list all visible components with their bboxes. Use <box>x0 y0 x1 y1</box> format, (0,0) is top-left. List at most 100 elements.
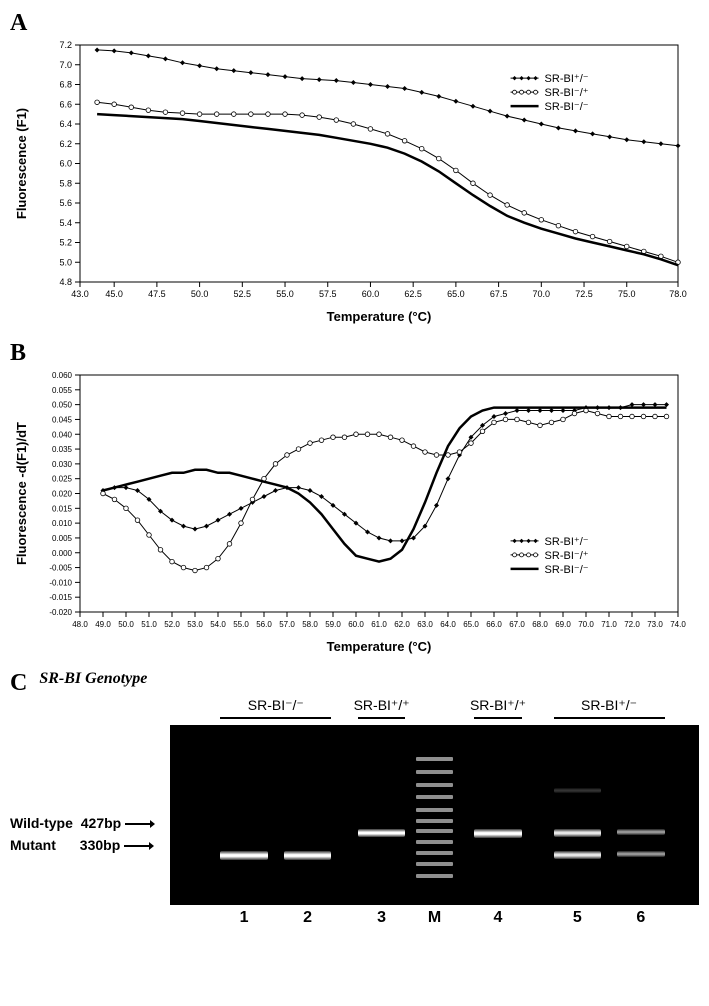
lane-label: 1 <box>240 909 249 927</box>
svg-text:50.0: 50.0 <box>191 289 209 299</box>
lane-label: 6 <box>636 909 645 927</box>
gel-group-label: SR-BI⁺/⁺ <box>354 697 410 714</box>
svg-text:51.0: 51.0 <box>141 620 157 629</box>
svg-text:70.0: 70.0 <box>533 289 551 299</box>
svg-text:5.4: 5.4 <box>59 218 72 228</box>
svg-text:0.050: 0.050 <box>52 401 73 410</box>
gel-image: 123M456 <box>170 725 699 905</box>
svg-text:5.0: 5.0 <box>59 257 72 267</box>
svg-text:0.060: 0.060 <box>52 371 73 380</box>
svg-text:SR-BI⁻/⁺: SR-BI⁻/⁺ <box>545 550 589 562</box>
wild-type-label: Wild-type 427bp <box>10 815 155 832</box>
svg-text:0.040: 0.040 <box>52 430 73 439</box>
svg-text:-0.005: -0.005 <box>49 564 72 573</box>
svg-text:Temperature (°C): Temperature (°C) <box>327 639 432 654</box>
svg-text:0.055: 0.055 <box>52 386 73 395</box>
svg-text:0.005: 0.005 <box>52 534 73 543</box>
svg-text:-0.015: -0.015 <box>49 593 72 602</box>
svg-text:53.0: 53.0 <box>187 620 203 629</box>
panel-c-title: SR-BI Genotype <box>39 670 147 688</box>
gel-group-label: SR-BI⁺/⁺ <box>470 697 526 714</box>
svg-text:71.0: 71.0 <box>601 620 617 629</box>
chart-a-svg: 4.85.05.25.45.65.86.06.26.46.66.87.07.24… <box>10 37 690 327</box>
svg-text:59.0: 59.0 <box>325 620 341 629</box>
svg-text:58.0: 58.0 <box>302 620 318 629</box>
arrow-icon <box>124 841 154 851</box>
svg-text:48.0: 48.0 <box>72 620 88 629</box>
gel-group-label: SR-BI⁺/⁻ <box>581 697 637 714</box>
svg-text:0.020: 0.020 <box>52 490 73 499</box>
svg-text:69.0: 69.0 <box>555 620 571 629</box>
chart-b-svg: -0.020 -0.015 -0.010 -0.005 0.000 0.005 0.010 0… <box>10 367 690 657</box>
svg-text:52.5: 52.5 <box>234 289 252 299</box>
svg-text:67.5: 67.5 <box>490 289 508 299</box>
svg-text:7.0: 7.0 <box>59 60 72 70</box>
svg-text:Fluorescence (F1): Fluorescence (F1) <box>14 108 29 219</box>
svg-text:52.0: 52.0 <box>164 620 180 629</box>
svg-text:5.2: 5.2 <box>59 238 72 248</box>
mutant-label: Mutant 330bp <box>10 837 154 854</box>
svg-text:Temperature (°C): Temperature (°C) <box>327 309 432 324</box>
lane-label: 5 <box>573 909 582 927</box>
svg-text:67.0: 67.0 <box>509 620 525 629</box>
svg-text:70.0: 70.0 <box>578 620 594 629</box>
svg-text:6.2: 6.2 <box>59 139 72 149</box>
svg-text:6.4: 6.4 <box>59 119 72 129</box>
gel-header: SR-BI⁻/⁻ SR-BI⁺/⁺ SR-BI⁺/⁺ SR-BI⁺/⁻ <box>170 697 699 725</box>
svg-text:73.0: 73.0 <box>647 620 663 629</box>
svg-text:60.0: 60.0 <box>348 620 364 629</box>
svg-text:-0.020: -0.020 <box>49 608 72 617</box>
arrow-icon <box>125 819 155 829</box>
panel-b-label: B <box>10 340 26 366</box>
lane-label: 2 <box>303 909 312 927</box>
gel-group-label: SR-BI⁻/⁻ <box>248 697 304 714</box>
panel-c: C SR-BI Genotype Wild-type 427bp Mutant … <box>10 670 699 931</box>
svg-text:-0.010: -0.010 <box>49 578 72 587</box>
svg-text:56.0: 56.0 <box>256 620 272 629</box>
lane-label: M <box>428 909 441 927</box>
svg-text:5.6: 5.6 <box>59 198 72 208</box>
svg-text:72.5: 72.5 <box>575 289 593 299</box>
svg-text:Fluorescence -d(F1)/dT: Fluorescence -d(F1)/dT <box>14 422 29 565</box>
svg-text:SR-BI⁺/⁻: SR-BI⁺/⁻ <box>545 536 589 548</box>
svg-text:4.8: 4.8 <box>59 277 72 287</box>
svg-text:43.0: 43.0 <box>71 289 89 299</box>
svg-text:0.025: 0.025 <box>52 475 73 484</box>
svg-text:61.0: 61.0 <box>371 620 387 629</box>
svg-text:0.015: 0.015 <box>52 504 73 513</box>
svg-text:64.0: 64.0 <box>440 620 456 629</box>
svg-text:55.0: 55.0 <box>233 620 249 629</box>
svg-text:57.5: 57.5 <box>319 289 337 299</box>
svg-text:6.6: 6.6 <box>59 99 72 109</box>
svg-text:6.8: 6.8 <box>59 80 72 90</box>
svg-text:7.2: 7.2 <box>59 40 72 50</box>
svg-text:0.010: 0.010 <box>52 519 73 528</box>
panel-b: B -0.020 -0.015 -0.010 -0.005 0.000 0.005 0.01… <box>10 340 699 662</box>
svg-text:0.045: 0.045 <box>52 415 73 424</box>
svg-text:57.0: 57.0 <box>279 620 295 629</box>
svg-text:63.0: 63.0 <box>417 620 433 629</box>
svg-text:SR-BI⁺/⁻: SR-BI⁺/⁻ <box>545 73 589 85</box>
svg-text:0.000: 0.000 <box>52 549 73 558</box>
lane-label: 4 <box>494 909 503 927</box>
svg-text:65.0: 65.0 <box>463 620 479 629</box>
svg-text:66.0: 66.0 <box>486 620 502 629</box>
svg-text:74.0: 74.0 <box>670 620 686 629</box>
panel-a-label: A <box>10 10 27 36</box>
svg-text:SR-BI⁻/⁻: SR-BI⁻/⁻ <box>545 101 589 113</box>
svg-text:54.0: 54.0 <box>210 620 226 629</box>
svg-text:49.0: 49.0 <box>95 620 111 629</box>
svg-text:55.0: 55.0 <box>276 289 294 299</box>
svg-text:SR-BI⁻/⁺: SR-BI⁻/⁺ <box>545 87 589 99</box>
svg-text:0.030: 0.030 <box>52 460 73 469</box>
panel-a: A 4.85.05.25.45.65.86.06.26.46.66.87.07.… <box>10 10 699 332</box>
svg-text:SR-BI⁻/⁻: SR-BI⁻/⁻ <box>545 564 589 576</box>
svg-text:5.8: 5.8 <box>59 178 72 188</box>
svg-text:62.0: 62.0 <box>394 620 410 629</box>
svg-text:62.5: 62.5 <box>404 289 422 299</box>
svg-text:68.0: 68.0 <box>532 620 548 629</box>
svg-text:78.0: 78.0 <box>669 289 687 299</box>
panel-c-label: C <box>10 670 27 697</box>
svg-text:47.5: 47.5 <box>148 289 166 299</box>
svg-text:60.0: 60.0 <box>362 289 380 299</box>
